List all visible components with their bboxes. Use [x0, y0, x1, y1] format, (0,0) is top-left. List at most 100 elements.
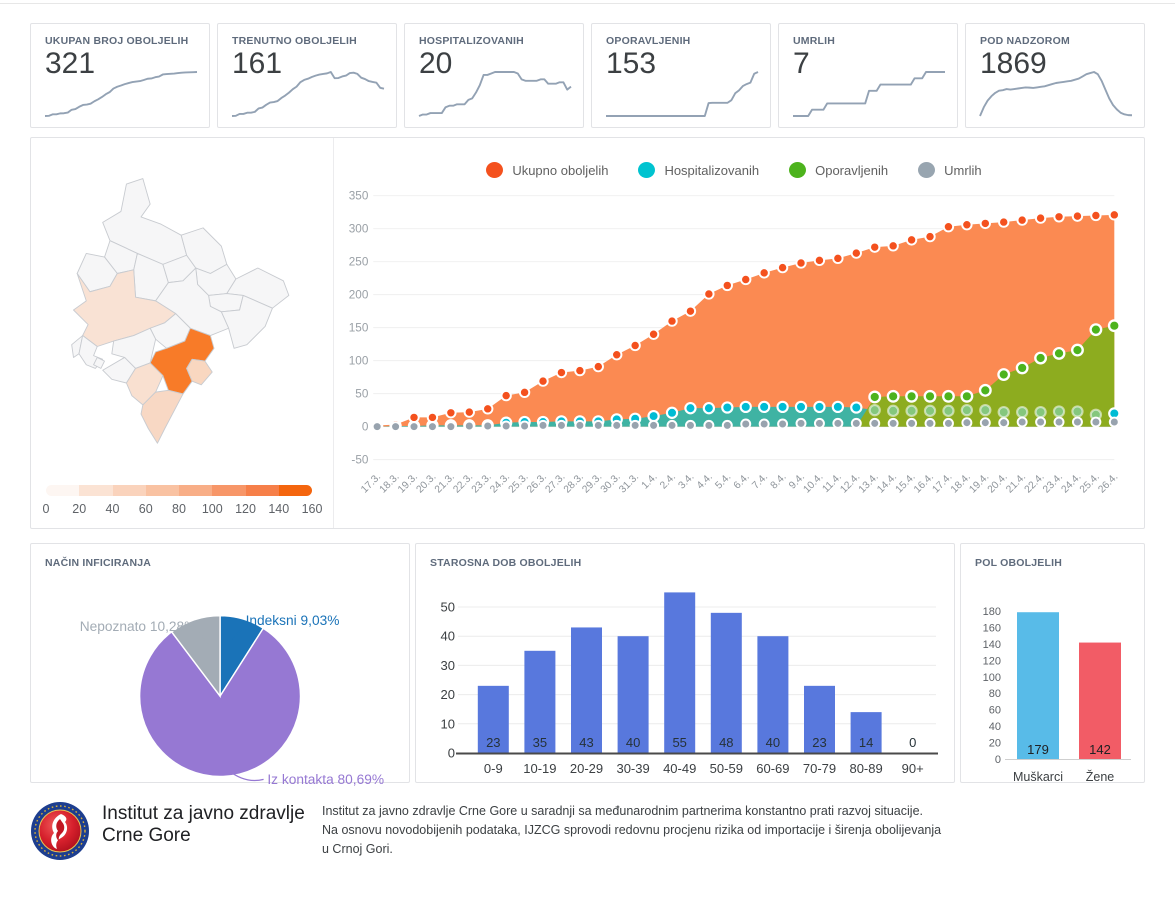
montenegro-choropleth-map [71, 178, 290, 444]
scale-segment [212, 485, 246, 496]
age-bar-30-39[interactable] [617, 636, 649, 753]
gender-bar-muškarci[interactable] [1017, 612, 1059, 759]
svg-text:2.4.: 2.4. [658, 472, 678, 492]
age-distribution-bar-chart: 0 10 20 30 40 50 23 0-9 35 10-19 43 20-29 40 30-39 55 4… [441, 592, 938, 776]
legend-item-deaths[interactable]: Umrlih [918, 162, 982, 178]
stat-label: UMRLIH [793, 35, 836, 47]
age-bar-10-19[interactable] [524, 650, 556, 753]
svg-text:27.3.: 27.3. [544, 472, 568, 496]
svg-text:0: 0 [362, 421, 369, 434]
svg-text:50-59: 50-59 [710, 761, 743, 776]
svg-text:30-39: 30-39 [616, 761, 649, 776]
footer: Institut za javno zdravlje Crne Gore Ins… [30, 801, 1145, 861]
map-region-bar[interactable] [125, 362, 164, 406]
institute-logo-icon [31, 802, 89, 860]
svg-text:142: 142 [1089, 742, 1111, 757]
svg-text:100: 100 [349, 355, 369, 368]
scale-segment [112, 485, 146, 496]
map-section: 0 20 40 60 80 100 120 140 160 [31, 138, 334, 528]
gender-bar-žene[interactable] [1079, 642, 1121, 759]
pie-slice-nepoznato[interactable] [170, 614, 221, 699]
svg-text:150: 150 [349, 322, 369, 335]
legend-dot-hospitalized-icon [638, 162, 656, 178]
map-and-timeseries-panel: 0 20 40 60 80 100 120 140 160 Ukupno oboljelih H… [30, 137, 1145, 529]
svg-text:21.4.: 21.4. [1004, 472, 1028, 496]
age-bar-80-89[interactable] [850, 712, 882, 753]
svg-text:13.4.: 13.4. [857, 472, 881, 496]
svg-text:30: 30 [441, 658, 455, 673]
map-region[interactable] [93, 356, 105, 369]
legend-item-total[interactable]: Ukupno oboljelih [486, 162, 608, 178]
legend-dot-recovered-icon [789, 162, 807, 178]
legend-label: Ukupno oboljelih [512, 162, 609, 178]
timeseries-legend: Ukupno oboljelih Hospitalizovanih Oporav… [340, 162, 1128, 178]
pie-leader-nepoznato [198, 632, 212, 648]
svg-text:160: 160 [983, 623, 1001, 635]
svg-text:23.4.: 23.4. [1041, 472, 1065, 496]
svg-text:25.3.: 25.3. [507, 472, 531, 496]
stat-card-total: UKUPAN BROJ OBOLJELIH 321 [30, 23, 210, 128]
svg-text:3.4.: 3.4. [677, 472, 697, 492]
legend-dot-deaths-icon [918, 162, 936, 178]
legend-item-recovered[interactable]: Oporavljenih [789, 162, 888, 178]
stat-label: HOSPITALIZOVANIH [419, 35, 524, 47]
timeseries-section: Ukupno oboljelih Hospitalizovanih Oporav… [334, 138, 1144, 528]
institute-name: Institut za javno zdravlje Crne Gore [102, 803, 305, 847]
age-bar-40-49[interactable] [664, 592, 696, 753]
svg-text:5.4.: 5.4. [713, 472, 733, 492]
legend-label: Oporavljenih [815, 162, 889, 178]
svg-text:21.3.: 21.3. [433, 472, 457, 496]
map-region-tuzi[interactable] [186, 358, 213, 386]
svg-text:10.4.: 10.4. [802, 472, 826, 496]
age-bar-70-79[interactable] [804, 685, 835, 753]
stat-value: 153 [606, 47, 657, 80]
scale-segment [278, 485, 312, 496]
svg-text:80: 80 [989, 688, 1001, 700]
bottom-charts-row: NAČIN INFICIRANJA Nepoznato 10,28% Indek… [30, 543, 1145, 787]
svg-text:200: 200 [349, 289, 369, 302]
pie-label-kontakta: Iz kontakta 80,69% [267, 772, 384, 787]
svg-text:24.3.: 24.3. [488, 472, 512, 496]
map-region-ulcinj[interactable] [140, 389, 184, 444]
svg-text:18.3.: 18.3. [378, 472, 402, 496]
svg-text:10-19: 10-19 [523, 761, 556, 776]
svg-text:179: 179 [1027, 742, 1049, 757]
svg-text:20: 20 [441, 687, 455, 702]
age-bar-60-69[interactable] [757, 636, 789, 753]
svg-text:Žene: Žene [1086, 769, 1115, 784]
age-distribution-card: STAROSNA DOB OBOLJELIH 0 10 20 30 40 50 23 0-9 3… [415, 543, 955, 783]
footer-description: Institut za javno zdravlje Crne Gore u s… [322, 804, 942, 856]
scale-tick-label: 100 [201, 502, 223, 516]
svg-text:40: 40 [441, 629, 455, 644]
svg-text:11.4.: 11.4. [821, 472, 844, 495]
svg-text:16.4.: 16.4. [912, 472, 936, 496]
svg-text:23: 23 [486, 735, 500, 750]
sparkline-total [41, 68, 201, 122]
svg-text:28.3.: 28.3. [562, 472, 586, 496]
pie-slice-iz-kontakta[interactable] [138, 627, 302, 778]
scale-tick-label: 60 [138, 502, 153, 516]
svg-text:23: 23 [812, 735, 826, 750]
scale-segment [179, 485, 213, 496]
scale-tick-label: 140 [268, 502, 290, 516]
age-bar-50-59[interactable] [710, 612, 742, 753]
svg-text:40: 40 [766, 735, 780, 750]
svg-text:300: 300 [349, 223, 369, 236]
panel-title: STAROSNA DOB OBOLJELIH [430, 557, 582, 569]
sparkline-deaths [789, 68, 949, 122]
stat-cards-row: UKUPAN BROJ OBOLJELIH 321 TRENUTNO OBOLJ… [30, 23, 1145, 128]
legend-item-hospitalized[interactable]: Hospitalizovanih [638, 162, 759, 178]
svg-text:20.4.: 20.4. [986, 472, 1010, 496]
pie-leader-indeksni [231, 627, 244, 640]
sparkline-active [228, 68, 388, 122]
svg-text:1.4.: 1.4. [640, 472, 660, 492]
svg-text:100: 100 [983, 672, 1001, 684]
svg-text:80-89: 80-89 [849, 761, 882, 776]
svg-text:22.3.: 22.3. [451, 472, 475, 496]
age-bar-20-29[interactable] [571, 627, 602, 753]
svg-text:24.4.: 24.4. [1060, 472, 1084, 496]
svg-text:48: 48 [719, 735, 733, 750]
svg-text:25.4.: 25.4. [1078, 472, 1102, 496]
age-bar-0-9[interactable] [477, 685, 509, 753]
svg-text:120: 120 [983, 655, 1001, 667]
